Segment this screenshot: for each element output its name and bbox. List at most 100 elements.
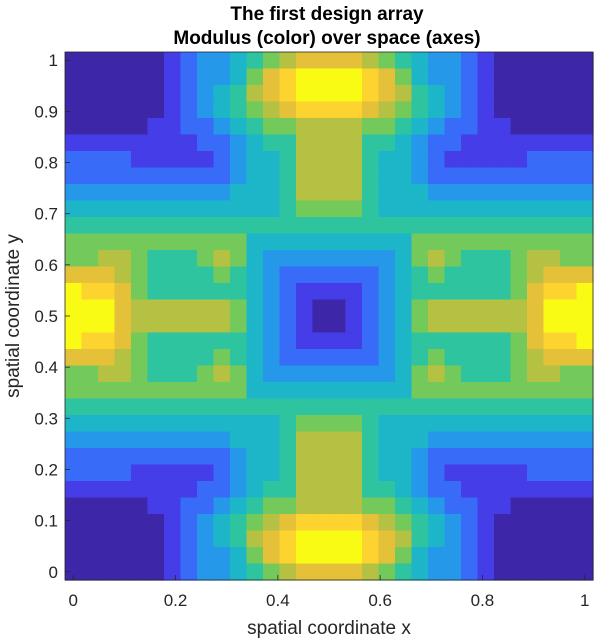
heatmap-cell (345, 101, 363, 119)
heatmap-cell (394, 68, 413, 86)
heatmap-cell (543, 348, 561, 367)
heatmap-cell (229, 299, 248, 317)
heatmap-cell (527, 530, 545, 548)
heatmap-cell (427, 381, 446, 400)
heatmap-cell (560, 233, 578, 251)
heatmap-cell (576, 563, 594, 581)
heatmap-cell (543, 464, 561, 482)
heatmap-cell (229, 84, 248, 103)
heatmap-cell (444, 266, 462, 284)
heatmap-cell (543, 481, 561, 499)
heatmap-cell (114, 414, 132, 433)
heatmap-cell (295, 481, 314, 499)
heatmap-cell (328, 84, 347, 103)
heatmap-cell (97, 481, 116, 499)
heatmap-cell (312, 150, 330, 169)
heatmap-cell (246, 530, 264, 548)
heatmap-cell (543, 414, 561, 433)
heatmap-cell (543, 233, 561, 251)
heatmap-cell (494, 332, 512, 350)
heatmap-cell (444, 233, 462, 251)
heatmap-cell (279, 414, 297, 433)
heatmap-cell (494, 117, 512, 136)
heatmap-cell (64, 282, 83, 301)
heatmap-cell (411, 299, 429, 317)
heatmap-cell (295, 464, 314, 482)
heatmap-cell (543, 84, 561, 103)
heatmap-cell (97, 547, 116, 565)
heatmap-cell (279, 150, 297, 169)
heatmap-cell (576, 150, 594, 169)
heatmap-cell (312, 282, 330, 301)
heatmap-cell (543, 497, 561, 515)
heatmap-cell (262, 332, 281, 350)
heatmap-cell (114, 514, 132, 532)
heatmap-cell (213, 481, 231, 499)
heatmap-cell (97, 51, 116, 70)
heatmap-cell (64, 51, 83, 70)
heatmap-cell (378, 117, 396, 136)
heatmap-cell (130, 414, 149, 433)
heatmap-cell (427, 365, 446, 383)
heatmap-cell (543, 167, 561, 185)
heatmap-cell (196, 216, 215, 235)
heatmap-cell (527, 299, 545, 317)
heatmap-cell (229, 249, 248, 268)
heatmap-cell (510, 101, 528, 119)
heatmap-cell (427, 563, 446, 581)
heatmap-cell (180, 200, 198, 218)
heatmap-cell (213, 150, 231, 169)
heatmap-cell (213, 530, 231, 548)
heatmap-cell (180, 167, 198, 185)
heatmap-cell (527, 414, 545, 433)
heatmap-cell (576, 464, 594, 482)
heatmap-cell (361, 332, 380, 350)
heatmap-cell (427, 464, 446, 482)
heatmap-cell (378, 216, 396, 235)
heatmap-cell (246, 497, 264, 515)
heatmap-cell (527, 431, 545, 449)
heatmap-cell (147, 101, 165, 119)
heatmap-cell (196, 68, 215, 86)
heatmap-cell (345, 134, 363, 152)
heatmap-cell (345, 200, 363, 218)
heatmap-cell (64, 431, 83, 449)
heatmap-cell (411, 68, 429, 86)
heatmap-cell (444, 448, 462, 466)
heatmap-cell (477, 414, 495, 433)
heatmap-cell (213, 381, 231, 400)
heatmap-cell (576, 299, 594, 317)
heatmap-cell (527, 365, 545, 383)
heatmap-cell (295, 530, 314, 548)
heatmap-cell (411, 497, 429, 515)
heatmap-cell (394, 514, 413, 532)
heatmap-cell (494, 365, 512, 383)
heatmap-cell (196, 315, 215, 334)
heatmap-cell (295, 315, 314, 334)
heatmap-cell (163, 464, 182, 482)
heatmap-cell (345, 150, 363, 169)
heatmap-cell (510, 332, 528, 350)
heatmap-cell (114, 547, 132, 565)
heatmap-cell (147, 233, 165, 251)
heatmap-cell (461, 84, 479, 103)
heatmap-cell (246, 464, 264, 482)
heatmap-cell (229, 563, 248, 581)
heatmap-cell (180, 481, 198, 499)
heatmap-cell (97, 365, 116, 383)
heatmap-cell (560, 348, 578, 367)
heatmap-cell (576, 547, 594, 565)
heatmap-cell (527, 117, 545, 136)
heatmap-cell (427, 282, 446, 301)
heatmap-cell (444, 183, 462, 202)
heatmap-cell (64, 497, 83, 515)
heatmap-cell (81, 481, 99, 499)
y-tick-label: 1 (49, 51, 58, 70)
heatmap-cell (444, 299, 462, 317)
heatmap-cell (246, 282, 264, 301)
heatmap-cell (81, 150, 99, 169)
heatmap-cell (295, 547, 314, 565)
heatmap-cell (361, 563, 380, 581)
heatmap-cell (361, 150, 380, 169)
heatmap-cell (229, 348, 248, 367)
